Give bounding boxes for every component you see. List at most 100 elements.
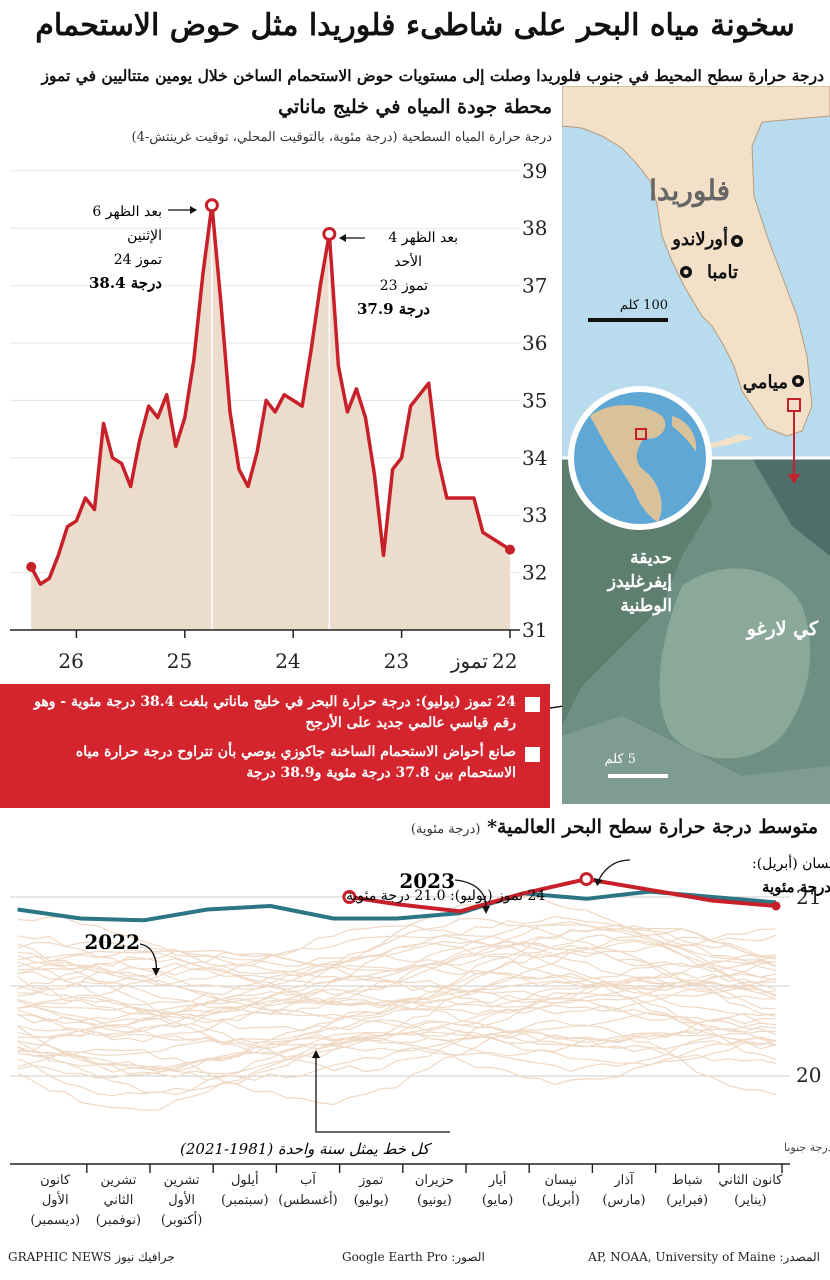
scale-5km: 5 كلم [604, 752, 636, 767]
historical-year-line [17, 1015, 777, 1057]
month-label: (نوفمبر) [96, 1213, 141, 1228]
month-label: (مايو) [482, 1193, 513, 1208]
label-miami: ميامي [742, 372, 788, 393]
month-label: شباط [672, 1173, 703, 1188]
label-everglades: حديقة إيفرغليدز الوطنية [607, 548, 672, 616]
scale-100km: 100 كلم [619, 298, 668, 313]
label-tampa: تامبا [706, 262, 738, 283]
fact-record: 24 تموز (يوليو): درجة حرارة البحر في خلي… [34, 694, 516, 731]
bullet-square [525, 747, 540, 762]
month-label: تشرين [164, 1173, 200, 1188]
label-key-largo: كي لارغو [746, 618, 818, 640]
peak2-value: 37.9 درجة [357, 300, 430, 318]
month-label: أيلول [231, 1171, 259, 1188]
global-sst-chart: 21 20 2023 2022 1 نيسان (أبريل): 21.1 در… [10, 853, 830, 1165]
global-sst-title: متوسط درجة حرارة سطح البحر العالمية* (در… [410, 816, 818, 838]
month-label: الأول [42, 1191, 69, 1208]
peak-marker [322, 226, 337, 241]
temperature-area [31, 205, 510, 630]
month-label: (ديسمبر) [30, 1213, 80, 1228]
month-label: تشرين [100, 1173, 136, 1188]
historical-year-line [17, 960, 777, 1006]
historical-year-line [17, 1032, 777, 1082]
ytick-20: 20 [796, 1063, 821, 1087]
ytick-label: 34 [522, 446, 547, 470]
ytick-label: 38 [522, 216, 547, 240]
peak1-date: 24 تموز [114, 252, 162, 268]
month-label: (يناير) [734, 1193, 766, 1208]
month-label: حزيران [415, 1173, 454, 1188]
historical-year-line [17, 992, 777, 1073]
subtitle: درجة حرارة سطح المحيط في جنوب فلوريدا وص… [41, 66, 824, 85]
xtick-label: 24 [275, 649, 300, 673]
historical-year-line [17, 990, 777, 1046]
xtick-label: 26 [58, 649, 83, 673]
historical-year-line [17, 1019, 777, 1071]
image-credit: الصور: Google Earth Pro [342, 1250, 485, 1264]
xtick-unit: تموز [450, 649, 488, 673]
annot-jul: 24 تموز (يوليو): 21.0 درجة مئوية [346, 888, 545, 904]
ytick-label: 33 [522, 503, 547, 527]
temperature-line [29, 203, 511, 586]
peak-marker [204, 198, 219, 213]
historical-year-line [17, 921, 777, 981]
historical-year-line [17, 941, 777, 1007]
annot-apr-line2: 21.1 درجة مئوية [762, 878, 830, 896]
source: المصدر: AP, NOAA, University of Maine [588, 1250, 820, 1264]
month-label: الأول [168, 1191, 195, 1208]
month-label: كانون الثاني [718, 1173, 783, 1188]
fact-jacuzzi: صانع أحواض الاستحمام الساخنة جاكوزي يوصي… [75, 744, 516, 781]
historical-year-line [17, 980, 777, 1039]
historical-year-line [17, 953, 777, 1015]
peak2-day: الأحد [394, 252, 422, 270]
historical-year-line [17, 981, 777, 1043]
label-2022: 2022 [84, 930, 140, 954]
peak2-time: 4 بعد الظهر [388, 230, 458, 246]
historical-year-line [17, 924, 777, 974]
historical-year-line [17, 1019, 777, 1106]
peak1-day: الإثنين [127, 228, 162, 244]
month-label: كانون [40, 1173, 71, 1188]
bullet-square [525, 697, 540, 712]
historical-year-line [17, 953, 777, 1015]
label-florida: فلوريدا [649, 174, 730, 207]
month-label: آذار [613, 1171, 635, 1188]
label-2023: 2023 [399, 869, 455, 893]
month-label: الثاني [103, 1193, 133, 1208]
ytick-label: 31 [522, 618, 547, 642]
month-label: آب [300, 1171, 317, 1188]
graphic-credit: GRAPHIC NEWS جرافيك نيوز [8, 1250, 175, 1264]
label-orlando: أورلاندو [672, 229, 728, 250]
peak1-time: 6 بعد الظهر [92, 204, 162, 220]
apr-peak-marker [579, 872, 594, 887]
florida-map-panel: فلوريدا أورلاندو تامبا ميامي 100 كلم حدي… [562, 86, 830, 804]
month-label: تموز [358, 1173, 384, 1188]
month-label: (فبراير) [666, 1193, 708, 1208]
station-title: محطة جودة المياه في خليج ماناتي [278, 96, 552, 118]
historical-year-line [17, 940, 777, 1024]
month-label: (يوليو) [354, 1193, 389, 1208]
jul-marker [342, 890, 357, 904]
month-label: (أبريل) [542, 1191, 580, 1208]
ytick-label: 37 [522, 274, 547, 298]
facts-box: 24 تموز (يوليو): درجة حرارة البحر في خلي… [0, 684, 550, 808]
start-marker [26, 561, 37, 572]
historical-year-line [17, 934, 777, 1009]
historical-year-line [17, 924, 777, 985]
jan-marker [771, 901, 781, 911]
annot-apr-line1: 1 نيسان (أبريل): [752, 853, 830, 872]
month-label: نيسان [544, 1173, 577, 1188]
xtick-label: 22 [492, 649, 517, 673]
florida-map [562, 86, 830, 804]
ytick-21: 21 [796, 885, 821, 909]
note-lines: كل خط يمثل سنة واحدة (1981-2021) [180, 1140, 432, 1158]
historical-year-line [17, 934, 777, 979]
ytick-label: 36 [522, 331, 547, 355]
xtick-label: 23 [384, 649, 409, 673]
historical-year-line [17, 1004, 777, 1049]
chart1-ylabel: درجة حرارة المياه السطحية (درجة مئوية، ب… [131, 130, 553, 145]
peak2-date: 23 تموز [380, 278, 428, 294]
global-sst-unit: (درجة مئوية) [410, 822, 481, 837]
month-axis: كانون الثاني (يناير) شباط (فبراير) آذار (مارس… [30, 1164, 783, 1228]
